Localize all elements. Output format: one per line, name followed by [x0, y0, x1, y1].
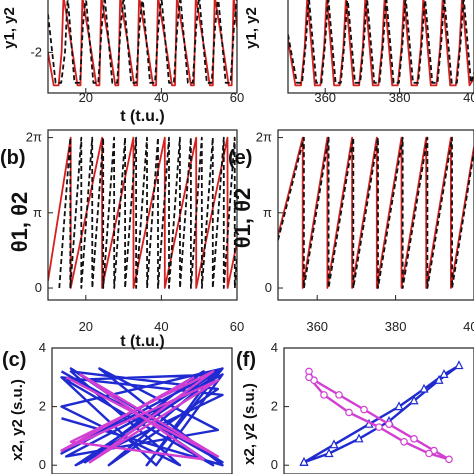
- xtick-label: 360: [314, 90, 336, 105]
- ytick-label: 2: [271, 399, 278, 414]
- xtick-label: 20: [79, 319, 93, 334]
- ytick-label: 0: [39, 457, 46, 472]
- series-d-1: [288, 0, 474, 84]
- ytick-label: 4: [39, 340, 46, 355]
- xtick-label: 40: [154, 90, 168, 105]
- marker-f-1-10: [375, 423, 383, 431]
- panel-label: (b): [0, 147, 26, 169]
- marker-f-1-5: [410, 435, 418, 443]
- panel-b: 20 40 60 0 π 2π θ1, θ2 t (t.u.) (b): [0, 129, 244, 350]
- marker-f-1-13: [305, 373, 313, 382]
- marker-f-1-2: [335, 391, 343, 399]
- marker-f-0-11: [324, 448, 334, 458]
- ytick-label: π: [263, 205, 272, 220]
- xtick-label: 360: [306, 319, 328, 334]
- y-axis-label: y1, y2: [1, 7, 18, 49]
- xtick-label: 400: [463, 319, 474, 334]
- xtick-label: 40: [154, 319, 168, 334]
- marker-f-1-9: [400, 437, 408, 446]
- ytick-label: 2π: [26, 130, 42, 145]
- ytick-label: 4: [271, 340, 278, 355]
- marker-f-0-10: [354, 433, 364, 443]
- ytick-label: 2π: [256, 130, 272, 145]
- x-axis-label: t (t.u.): [120, 333, 164, 350]
- panel-c: 0 2 4 x2, y2 (s.u.) (c): [2, 340, 233, 474]
- marker-f-0-1: [329, 439, 339, 449]
- axes-frame-c: [51, 347, 233, 474]
- marker-f-0-8: [409, 395, 419, 405]
- panel-a: 20 40 60 -2 y1, y2 t (t.u.): [1, 0, 244, 125]
- x-axis-label: t (t.u.): [120, 108, 164, 125]
- ytick-label: 0: [271, 457, 278, 472]
- xtick-label: 380: [385, 319, 407, 334]
- marker-f-0-12: [299, 456, 309, 466]
- series-f-1: [307, 370, 451, 461]
- panel-f: 0 2 4 x2, y2 (s.u.) (f): [236, 340, 474, 474]
- axes-frame-d: [287, 0, 474, 94]
- xtick-label: 60: [230, 319, 244, 334]
- y-axis-label: x2, y2 (s.u.): [9, 379, 26, 461]
- ytick-label: 0: [265, 280, 272, 295]
- ytick-label: -2: [30, 44, 42, 59]
- series-c-0: [60, 367, 224, 467]
- xtick-label: 20: [79, 90, 93, 105]
- marker-f-0-7: [434, 374, 444, 384]
- panel-label: (c): [2, 349, 26, 371]
- xtick-label: 380: [389, 90, 411, 105]
- series-e-0: [278, 136, 474, 289]
- marker-f-1-8: [425, 449, 433, 458]
- marker-f-0-4: [419, 383, 429, 393]
- marker-f-0-5: [439, 369, 449, 378]
- axes-frame-e: [277, 129, 474, 301]
- axes-frame-f: [283, 347, 474, 474]
- y-axis-label: y1, y2: [243, 7, 260, 49]
- panel-label: (f): [236, 349, 256, 371]
- marker-f-1-11: [345, 408, 353, 417]
- marker-f-0-3: [394, 401, 404, 411]
- series-c-1: [60, 370, 220, 464]
- series-e-1: [278, 136, 474, 289]
- series-a-0: [48, 0, 237, 87]
- marker-f-1-7: [445, 455, 453, 464]
- xtick-label: 400: [463, 90, 474, 105]
- ytick-label: π: [33, 205, 42, 220]
- xtick-label: 60: [230, 90, 244, 105]
- panel-e: 360 380 400 0 π 2π θ1, θ2 (e): [228, 129, 474, 334]
- marker-f-1-4: [385, 420, 393, 428]
- y-axis-label: θ1, θ2: [7, 192, 32, 252]
- series-b-1: [58, 136, 237, 289]
- panel-d: 360 380 400 y1, y2: [243, 0, 474, 105]
- series-a-1: [48, 0, 237, 84]
- marker-f-1-3: [360, 405, 368, 414]
- ytick-label: 2: [39, 399, 46, 414]
- axes-frame-b: [47, 129, 238, 301]
- ytick-label: 0: [35, 280, 42, 295]
- y-axis-label: θ1, θ2: [230, 188, 255, 248]
- axes-frame-a: [47, 0, 238, 94]
- panel-label: (e): [228, 147, 252, 169]
- marker-f-1-12: [320, 391, 328, 399]
- y-axis-label: x2, y2 (s.u.): [241, 383, 258, 465]
- marker-f-0-6: [454, 360, 464, 370]
